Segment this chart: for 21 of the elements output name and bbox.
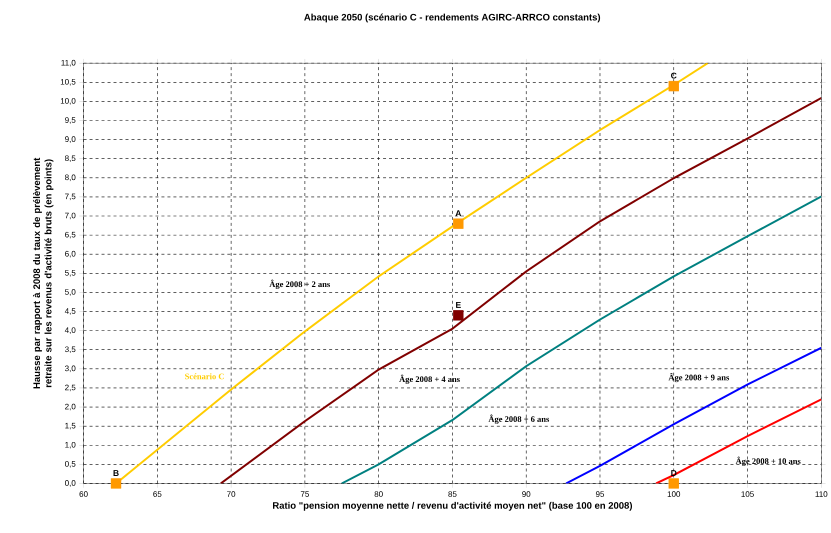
- chart-title: Abaque 2050 (scénario C - rendements AGIRC-ARRCO constants): [304, 13, 600, 22]
- series-label: Âge 2008 + 10 ans: [736, 456, 801, 466]
- line-series: [220, 96, 822, 484]
- y-axis-title: Hausse par rapport à 2008 du taux de prélèvement retraite sur les revenus d'activité bruts (en points): [32, 158, 54, 388]
- annotation: E: [456, 302, 461, 308]
- point: [110, 478, 122, 489]
- series-label: Âge 2008 + 6 ans: [488, 414, 550, 424]
- annotation: C: [671, 72, 677, 79]
- point: [453, 218, 464, 229]
- line-series: [340, 195, 822, 484]
- series-label: Âge 2008 + 9 ans: [668, 372, 730, 382]
- line-series: [565, 346, 822, 484]
- annotation: Âge 2008 + 2 ans: [269, 280, 330, 289]
- series-label: Scénario C: [185, 373, 224, 380]
- point: [668, 80, 679, 92]
- point: [453, 310, 464, 321]
- point: [668, 478, 679, 489]
- annotation: B: [114, 470, 119, 476]
- annotation: A: [455, 210, 462, 216]
- x-axis-title: Ratio "pension moyenne nette / revenu d'activité moyen net" (base 100 en 2008): [273, 502, 632, 511]
- line-series: [655, 398, 822, 484]
